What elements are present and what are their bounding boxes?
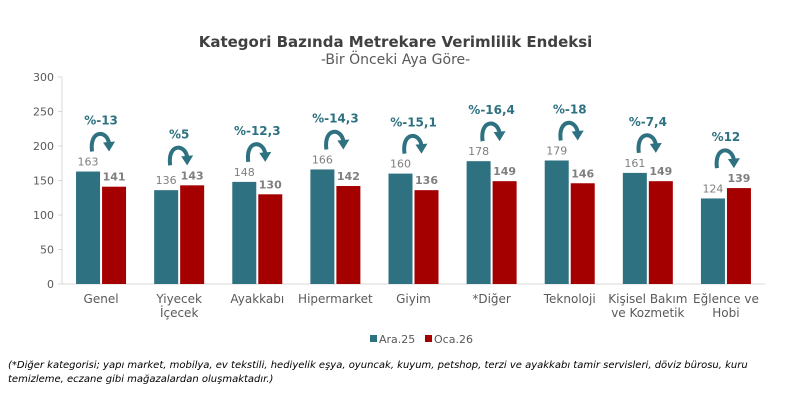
arrow-head-icon [415, 143, 428, 154]
x-tick-label: Giyim [396, 292, 431, 306]
x-tick-label: Ayakkabı [230, 292, 284, 306]
y-tick-label: 300 [33, 71, 54, 84]
bar-oca26 [648, 181, 673, 284]
bar-ara25 [622, 172, 647, 284]
x-tick-label: Teknoloji [543, 292, 596, 306]
bar-oca26 [180, 185, 205, 284]
y-tick-label: 100 [33, 209, 54, 222]
curved-arrow-icon [558, 120, 580, 141]
data-label-oca26: 130 [259, 178, 282, 191]
y-tick-label: 250 [33, 106, 54, 119]
curved-arrow-icon [402, 134, 424, 154]
data-label-ara25: 178 [468, 145, 489, 158]
y-tick-label: 150 [33, 175, 54, 188]
change-label: %-14,3 [312, 111, 359, 125]
bar-ara25 [544, 160, 569, 284]
change-label: %5 [169, 127, 189, 141]
arrow-head-icon [571, 130, 584, 141]
bar-oca26 [492, 181, 517, 284]
arrow-head-icon [493, 131, 506, 142]
curved-arrow-icon [480, 121, 502, 142]
bar-oca26 [570, 183, 595, 284]
change-label: %-13 [84, 114, 118, 128]
curved-arrow-icon [246, 142, 268, 163]
x-tick-label: Hobi [712, 306, 739, 320]
bar-ara25 [76, 171, 101, 284]
curved-arrow-icon [167, 145, 190, 166]
y-tick-label: 0 [47, 278, 54, 291]
data-label-oca26: 136 [415, 174, 438, 187]
data-label-oca26: 141 [103, 171, 126, 184]
curved-arrow-icon [636, 133, 658, 154]
data-label-oca26: 149 [493, 165, 516, 178]
chart-subtitle: -Bir Önceki Aya Göre- [320, 52, 471, 68]
data-label-ara25: 136 [156, 174, 177, 187]
bar-ara25 [154, 190, 179, 284]
y-tick-label: 200 [33, 140, 54, 153]
data-label-ara25: 124 [702, 182, 723, 195]
data-label-oca26: 146 [571, 167, 594, 180]
curved-arrow-icon [89, 132, 112, 152]
x-tick-label: ve Kozmetik [611, 306, 684, 320]
y-tick-label: 50 [40, 244, 54, 257]
data-label-ara25: 163 [78, 156, 99, 169]
x-tick-label: Eğlence ve [693, 292, 759, 306]
bar-oca26 [102, 186, 127, 284]
arrow-head-icon [649, 142, 662, 153]
arrow-head-icon [727, 158, 740, 169]
bar-oca26 [414, 190, 439, 284]
arrow-head-icon [103, 141, 116, 152]
change-label: %-15,1 [390, 116, 437, 130]
x-tick-label: Genel [84, 292, 119, 306]
footnote: (*Diğer kategorisi; yapı market, mobilya… [8, 360, 748, 385]
bar-ara25 [466, 161, 491, 284]
data-label-ara25: 179 [546, 144, 567, 157]
bar-ara25 [310, 169, 335, 284]
x-tick-label: *Diğer [472, 292, 511, 306]
bar-ara25 [388, 173, 413, 284]
arrow-head-icon [337, 139, 350, 150]
x-tick-label: Kişisel Bakım [608, 292, 687, 306]
change-label: %-16,4 [468, 103, 515, 117]
change-label: %-7,4 [629, 115, 667, 129]
bar-ara25 [232, 181, 257, 284]
legend-label: Ara.25 [379, 333, 415, 346]
legend-swatch [425, 335, 432, 342]
data-label-oca26: 142 [337, 170, 360, 183]
change-label: %-12,3 [234, 124, 281, 138]
legend-swatch [370, 335, 377, 342]
data-label-ara25: 160 [390, 158, 411, 171]
bar-oca26 [258, 194, 283, 284]
bar-ara25 [700, 198, 725, 284]
data-label-oca26: 143 [181, 169, 204, 182]
legend-label: Oca.26 [434, 333, 473, 346]
bar-oca26 [336, 186, 361, 284]
curved-arrow-icon [324, 129, 346, 150]
x-tick-label: İçecek [160, 305, 199, 320]
change-label: %-18 [553, 102, 587, 116]
data-label-ara25: 161 [624, 157, 645, 170]
arrow-head-icon [181, 155, 194, 166]
change-label: %12 [712, 130, 741, 144]
chart-title: Kategori Bazında Metrekare Verimlilik En… [198, 33, 593, 51]
x-tick-label: Hipermarket [298, 292, 373, 306]
x-tick-label: Yiyecek [155, 292, 202, 306]
data-label-oca26: 149 [649, 165, 672, 178]
bar-oca26 [726, 188, 751, 284]
curved-arrow-icon [714, 148, 736, 169]
data-label-ara25: 166 [312, 153, 333, 166]
arrow-head-icon [259, 151, 272, 162]
data-label-oca26: 139 [727, 172, 750, 185]
data-label-ara25: 148 [234, 166, 255, 179]
